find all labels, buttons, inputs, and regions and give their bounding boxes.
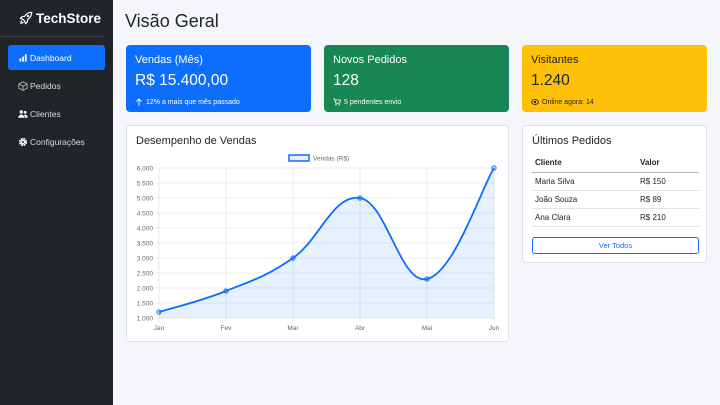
sales-line-chart: 1.000 1.500 2.000 2.500 3.000 3.500 4.000 4.500… [137,154,500,332]
recent-orders-panel: Últimos Pedidos Cliente Valor Maria Silv… [522,125,707,263]
sidebar-item-configuracoes[interactable]: Configurações [8,129,105,154]
x-tick-label: Jan [154,325,165,332]
legend-swatch [288,154,310,162]
y-tick-label: 1.000 [137,315,154,322]
box-icon [18,80,28,91]
cell-cliente: João Souza [532,190,637,209]
visitors-sub: Online agora: 14 [531,98,698,106]
visitors-label: Visitantes [531,54,579,66]
data-point [156,309,162,315]
sales-value: R$ 15.400,00 [135,72,229,89]
brand[interactable]: TechStore [0,0,105,37]
bar-chart-icon [18,53,28,63]
series-area-fill [159,168,494,318]
table-header-row: Cliente Valor [532,154,699,173]
y-tick-label: 3.000 [137,255,154,262]
x-tick-label: Jun [489,325,500,332]
cell-cliente: Ana Clara [532,208,637,227]
column-header-valor: Valor [637,154,699,173]
view-all-button[interactable]: Ver Todos [532,237,699,254]
sales-sub-text: 12% a mais que mês passado [146,98,240,106]
sales-card: Vendas (Mês) R$ 15.400,00 12% a mais que… [126,45,311,112]
orders-value: 128 [333,72,359,89]
gear-icon [18,137,28,147]
sales-chart-panel: Desempenho de Vendas 1.000 1.500 2.000 2.50… [126,125,509,342]
data-point [424,276,430,282]
table-row[interactable]: Maria Silva R$ 150 [532,172,699,191]
orders-card: Novos Pedidos 128 5 pendentes envio [324,45,509,112]
chart-title: Desempenho de Vendas [136,135,257,147]
table-row[interactable]: Ana Clara R$ 210 [532,208,699,227]
y-tick-label: 4.500 [137,210,154,217]
data-point [357,195,363,201]
visitors-sub-text: Online agora: 14 [542,98,594,106]
sidebar-item-dashboard[interactable]: Dashboard [8,45,105,70]
sidebar-item-label: Dashboard [30,52,72,63]
cell-valor: R$ 210 [637,208,699,227]
data-point [223,288,229,294]
y-tick-label: 5.000 [137,195,154,202]
sidebar-item-clientes[interactable]: Clientes [8,101,105,126]
x-tick-label: Fev [221,325,233,332]
y-tick-label: 1.500 [137,300,154,307]
orders-panel-title: Últimos Pedidos [532,135,612,147]
series-line [158,167,495,313]
sidebar-item-label: Pedidos [30,80,61,91]
orders-sub-text: 5 pendentes envio [344,98,402,106]
cell-valor: R$ 89 [637,190,699,209]
sales-label: Vendas (Mês) [135,54,203,66]
users-icon [18,109,28,119]
eye-icon [531,98,539,106]
arrow-up-icon [135,98,143,106]
rocket-icon [19,11,33,25]
y-tick-label: 2.500 [137,270,154,277]
y-tick-label: 4.000 [137,225,154,232]
orders-label: Novos Pedidos [333,54,407,66]
orders-sub: 5 pendentes envio [333,98,500,106]
y-tick-label: 6.000 [137,165,154,172]
column-header-cliente: Cliente [532,154,637,173]
sidebar-item-label: Configurações [30,136,85,147]
y-tick-label: 3.500 [137,240,154,247]
data-point [290,255,296,261]
page-title: Visão Geral [125,11,219,31]
visitors-card: Visitantes 1.240 Online agora: 14 [522,45,707,112]
cart-icon [333,98,341,106]
main-content: Visão Geral Vendas (Mês) R$ 15.400,00 12… [113,0,720,405]
legend-label: Vendas (R$) [313,156,349,163]
cell-cliente: Maria Silva [532,172,637,191]
x-tick-label: Mai [422,325,432,332]
y-tick-label: 5.500 [137,180,154,187]
x-tick-label: Abr [355,325,366,332]
table-row[interactable]: João Souza R$ 89 [532,190,699,209]
sidebar-nav: Dashboard Pedidos Clientes Configurações [0,37,113,154]
cell-valor: R$ 150 [637,172,699,191]
sidebar-item-label: Clientes [30,108,61,119]
y-tick-label: 2.000 [137,285,154,292]
orders-table: Cliente Valor Maria Silva R$ 150 João So… [532,154,699,227]
brand-name: TechStore [36,10,102,26]
data-point [491,165,497,171]
sidebar: TechStore Dashboard Pedidos Clientes Con… [0,0,113,405]
sidebar-item-pedidos[interactable]: Pedidos [8,73,105,98]
sales-sub: 12% a mais que mês passado [135,98,302,106]
x-tick-label: Mar [287,325,299,332]
visitors-value: 1.240 [531,72,570,89]
